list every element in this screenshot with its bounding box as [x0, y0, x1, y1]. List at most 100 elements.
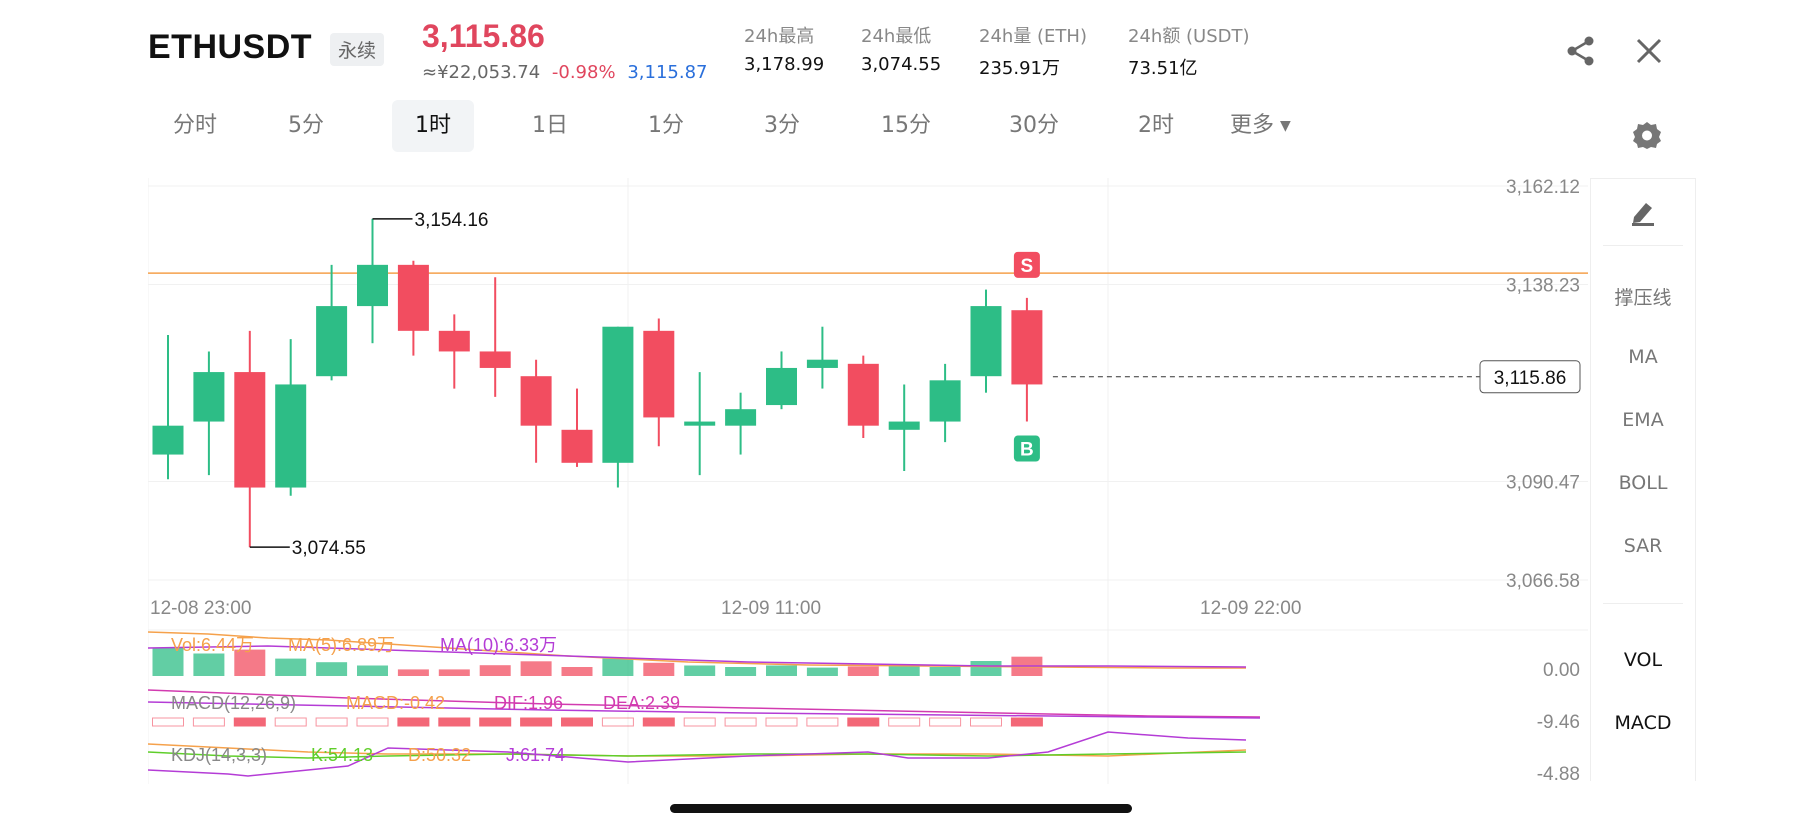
volume-bar [152, 647, 184, 676]
candle-body [602, 326, 634, 463]
indicator-sar[interactable]: SAR [1623, 535, 1663, 557]
kdj-legend-label: K:54.13 [311, 745, 373, 765]
tab-timeframe[interactable]: 1日 [532, 113, 568, 138]
candle-body [316, 306, 348, 377]
volume-bar [520, 661, 552, 676]
tab-timeframe[interactable]: 1时 [392, 100, 474, 152]
divider [1603, 603, 1683, 604]
candle-body [684, 421, 716, 426]
candle-body [643, 330, 675, 418]
stat-24h-low: 24h最低 3,074.55 [861, 22, 941, 75]
indicator-ma[interactable]: MA [1628, 346, 1658, 368]
stat-value: 73.51亿 [1128, 58, 1198, 79]
timeframe-tabs: 分时 5分 1时 1日 1分 3分 15分 30分 2时 更多 ▼ [148, 100, 1328, 154]
kdj-axis-label: -4.88 [1537, 764, 1580, 784]
tab-more-label: 更多 [1230, 113, 1275, 138]
macd-legend-label: DIF:1.96 [494, 693, 563, 713]
macd-histogram-bar [765, 717, 798, 727]
macd-dea-line [148, 701, 1261, 719]
volume-bar [970, 661, 1002, 676]
indicator-vol[interactable]: VOL [1623, 649, 1663, 671]
gear-icon[interactable] [1632, 120, 1662, 150]
candle-body [806, 359, 838, 368]
vol-axis-label: 0.00 [1543, 660, 1580, 681]
pencil-icon[interactable] [1591, 197, 1695, 232]
macd-dif-line [148, 689, 1261, 718]
volume-bar [766, 665, 797, 676]
tab-timeframe[interactable]: 5分 [288, 113, 324, 138]
vol-legend-label: Vol:6.44万 [171, 635, 254, 655]
macd-histogram-bar [152, 717, 184, 727]
tab-timeframe[interactable]: 2时 [1138, 113, 1174, 138]
change-percent: -0.98% [551, 62, 616, 83]
candlestick-chart[interactable]: 3,162.12 3,138.23 3,090.47 3,066.58 12-08 23… [148, 178, 1588, 784]
indicator-sr-lines[interactable]: 撑压线 [1614, 287, 1672, 309]
x-tick-label: 12-09 22:00 [1200, 598, 1301, 619]
volume-bar [847, 666, 879, 676]
volume-bar [602, 658, 634, 676]
stat-24h-volume: 24h量 (ETH) 235.91万 [979, 22, 1087, 80]
indicator-ema[interactable]: EMA [1622, 409, 1664, 431]
macd-legend-label: DEA:2.39 [603, 693, 680, 713]
stat-label: 24h最低 [861, 26, 932, 47]
macd-histogram-bar [479, 717, 512, 727]
macd-axis-label: -9.46 [1537, 712, 1580, 733]
macd-histogram-bar [847, 717, 880, 727]
current-price-box [1479, 360, 1581, 394]
candle-body [193, 372, 225, 422]
sell-marker-label: S [1021, 256, 1034, 277]
macd-histogram-bar [724, 717, 757, 727]
divider [1603, 245, 1683, 246]
candle-body [929, 380, 961, 422]
candle-body [888, 421, 920, 430]
indicator-boll[interactable]: BOLL [1618, 472, 1668, 494]
macd-histogram-bar [520, 717, 553, 727]
volume-bar [929, 667, 961, 676]
tab-more[interactable]: 更多 ▼ [1230, 100, 1314, 152]
candle-body [397, 264, 429, 331]
tab-timeframe[interactable]: 30分 [1009, 113, 1059, 138]
macd-histogram-bar [315, 717, 348, 727]
y-tick-label: 3,162.12 [1506, 178, 1580, 198]
vol-legend-label: MA(5):6.89万 [288, 635, 395, 655]
x-tick-label: 12-08 23:00 [150, 598, 251, 619]
candle-body [520, 376, 552, 426]
candle-body [479, 351, 511, 368]
macd-histogram-bar [929, 717, 962, 727]
macd-histogram-bar [970, 717, 1002, 727]
kdj-legend-label: J:61.74 [506, 745, 565, 765]
tab-timeframe[interactable]: 分时 [172, 113, 217, 138]
indicator-macd[interactable]: MACD [1614, 712, 1672, 734]
macd-histogram-bar [192, 717, 225, 727]
volume-bar [684, 665, 716, 676]
close-icon[interactable] [1634, 36, 1664, 66]
vol-ma5-line [148, 631, 1246, 669]
tab-timeframe[interactable]: 1分 [648, 113, 684, 138]
volume-bar [438, 669, 470, 676]
volume-bar [275, 658, 307, 676]
candle-body [234, 372, 266, 488]
candle-body [1011, 310, 1043, 385]
volume-bar [561, 667, 593, 676]
volume-bar [479, 665, 511, 676]
stat-label: 24h额 (USDT) [1128, 26, 1250, 47]
volume-bar [397, 669, 429, 676]
buy-marker-label: B [1020, 440, 1034, 461]
candle-body [970, 306, 1002, 377]
vol-legend-label: MA(10):6.33万 [440, 635, 557, 655]
tab-timeframe[interactable]: 15分 [881, 113, 931, 138]
contract-type-badge: 永续 [330, 33, 385, 66]
candle-body [847, 363, 879, 426]
stat-label: 24h最高 [744, 26, 815, 47]
volume-bar [193, 653, 225, 676]
macd-histogram-bar [274, 717, 307, 727]
tab-timeframe[interactable]: 3分 [764, 113, 800, 138]
sell-marker [1013, 251, 1040, 278]
macd-histogram-bar [397, 717, 430, 727]
share-icon[interactable] [1564, 34, 1598, 68]
candle-body [766, 367, 797, 406]
x-tick-label: 12-09 11:00 [721, 598, 821, 619]
buy-marker [1013, 435, 1040, 462]
candle-body [357, 264, 388, 307]
volume-bar [234, 649, 266, 676]
